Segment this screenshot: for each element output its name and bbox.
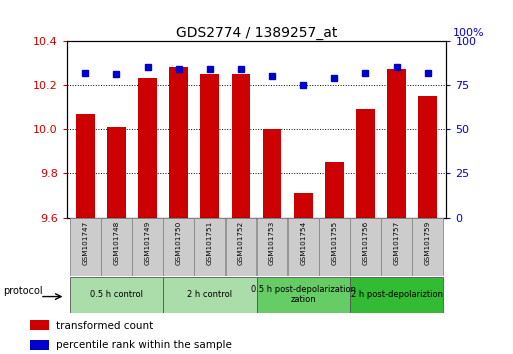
Text: 2 h control: 2 h control <box>187 290 232 299</box>
Bar <box>412 218 443 275</box>
Bar <box>418 96 437 218</box>
Text: GSM101759: GSM101759 <box>425 221 430 266</box>
Bar <box>231 74 250 218</box>
Text: percentile rank within the sample: percentile rank within the sample <box>55 340 231 350</box>
Text: GSM101756: GSM101756 <box>362 221 368 266</box>
Bar <box>201 74 219 218</box>
Bar <box>76 114 95 218</box>
Bar <box>263 129 282 218</box>
Bar <box>70 218 101 275</box>
Text: 100%: 100% <box>453 28 485 38</box>
Bar <box>356 109 374 218</box>
Bar <box>107 127 126 218</box>
Bar <box>30 320 49 330</box>
Text: 0.5 h control: 0.5 h control <box>90 290 143 299</box>
Bar <box>139 78 157 218</box>
Text: GSM101755: GSM101755 <box>331 221 337 266</box>
Text: 0.5 h post-depolarization
zation: 0.5 h post-depolarization zation <box>251 285 356 304</box>
Bar <box>381 218 412 275</box>
Bar <box>294 193 312 218</box>
Text: GSM101752: GSM101752 <box>238 221 244 266</box>
Text: protocol: protocol <box>3 286 43 296</box>
Bar <box>226 218 256 275</box>
Bar <box>350 218 381 275</box>
Text: GSM101753: GSM101753 <box>269 221 275 266</box>
Bar <box>163 277 256 313</box>
Text: transformed count: transformed count <box>55 320 153 331</box>
Text: GSM101749: GSM101749 <box>145 221 151 266</box>
Bar <box>30 340 49 350</box>
Bar <box>319 218 350 275</box>
Bar <box>163 218 194 275</box>
Text: GSM101754: GSM101754 <box>300 221 306 266</box>
Bar <box>169 67 188 218</box>
Text: GSM101750: GSM101750 <box>176 221 182 266</box>
Title: GDS2774 / 1389257_at: GDS2774 / 1389257_at <box>176 26 337 40</box>
Bar <box>387 69 406 218</box>
Bar <box>288 218 319 275</box>
Text: 2 h post-depolariztion: 2 h post-depolariztion <box>350 290 443 299</box>
Bar <box>70 277 163 313</box>
Bar <box>101 218 132 275</box>
Bar <box>132 218 163 275</box>
Text: GSM101747: GSM101747 <box>83 221 88 266</box>
Bar <box>194 218 225 275</box>
Bar <box>325 162 344 218</box>
Bar <box>256 277 350 313</box>
Text: GSM101757: GSM101757 <box>393 221 400 266</box>
Text: GSM101748: GSM101748 <box>113 221 120 266</box>
Text: GSM101751: GSM101751 <box>207 221 213 266</box>
Bar <box>256 218 287 275</box>
Bar <box>350 277 443 313</box>
